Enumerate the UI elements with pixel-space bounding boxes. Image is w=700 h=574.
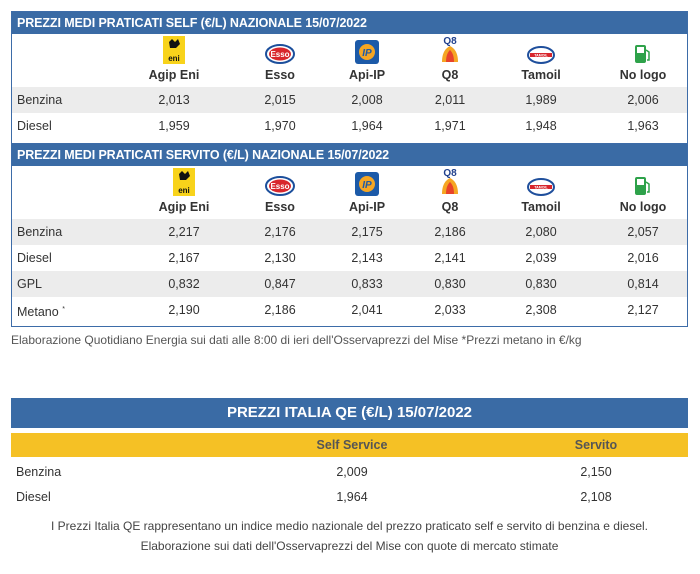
q8-logo-icon: Q8 bbox=[405, 34, 495, 64]
column-self-service: Self Service bbox=[316, 438, 388, 452]
brand-api-ip: IP Api-IP bbox=[322, 166, 412, 214]
brand-no-logo: No logo bbox=[598, 34, 688, 82]
svg-text:IP: IP bbox=[362, 180, 372, 191]
qe-table-title: PREZZI ITALIA QE (€/L) 15/07/2022 bbox=[11, 398, 688, 428]
svg-text:Esso: Esso bbox=[270, 50, 289, 59]
self-prices-table: PREZZI MEDI PRATICATI SELF (€/L) NAZIONA… bbox=[11, 11, 688, 144]
ip-logo-icon: IP bbox=[322, 34, 412, 64]
brand-q8: Q8 Q8 bbox=[405, 166, 495, 214]
eni-logo-icon: eni bbox=[139, 166, 229, 196]
q8-logo-icon: Q8 bbox=[405, 166, 495, 196]
eni-logo-icon: eni bbox=[129, 34, 219, 64]
column-servito: Servito bbox=[574, 438, 618, 452]
source-note: Elaborazione Quotidiano Energia sui dati… bbox=[11, 333, 582, 347]
qe-footnote: I Prezzi Italia QE rappresentano un indi… bbox=[50, 519, 648, 553]
self-row-benzina: Benzina 2,013 2,015 2,008 2,011 1,989 2,… bbox=[12, 87, 687, 113]
brand-q8: Q8 Q8 bbox=[405, 34, 495, 82]
servito-table-title: PREZZI MEDI PRATICATI SERVITO (€/L) NAZI… bbox=[12, 144, 687, 166]
svg-text:TAMOIL: TAMOIL bbox=[534, 54, 548, 58]
metano-footnote-mark: * bbox=[62, 306, 65, 313]
tamoil-logo-icon: TAMOIL bbox=[496, 166, 586, 196]
fuel-pump-icon bbox=[598, 166, 688, 196]
brand-agip-eni: eni Agip Eni bbox=[139, 166, 229, 214]
svg-text:Esso: Esso bbox=[270, 182, 289, 191]
ip-logo-icon: IP bbox=[322, 166, 412, 196]
svg-text:eni: eni bbox=[178, 186, 190, 195]
svg-text:Q8: Q8 bbox=[443, 168, 457, 179]
self-brands-header: eni Agip Eni Esso Esso IP Api-IP Q8 bbox=[12, 34, 687, 87]
brand-tamoil: TAMOIL Tamoil bbox=[496, 166, 586, 214]
brand-no-logo: No logo bbox=[598, 166, 688, 214]
brand-esso: Esso Esso bbox=[235, 166, 325, 214]
fuel-pump-icon bbox=[598, 34, 688, 64]
servito-row-gpl: GPL 0,832 0,847 0,833 0,830 0,830 0,814 bbox=[12, 271, 687, 297]
svg-text:IP: IP bbox=[362, 48, 372, 59]
brand-agip-eni: eni Agip Eni bbox=[129, 34, 219, 82]
servito-row-diesel: Diesel 2,167 2,130 2,143 2,141 2,039 2,0… bbox=[17, 251, 659, 265]
esso-logo-icon: Esso bbox=[235, 166, 325, 196]
tamoil-logo-icon: TAMOIL bbox=[496, 34, 586, 64]
servito-row-metano: Metano * 2,190 2,186 2,041 2,033 2,308 2… bbox=[17, 303, 659, 320]
servito-prices-table: PREZZI MEDI PRATICATI SERVITO (€/L) NAZI… bbox=[11, 143, 688, 327]
brand-esso: Esso Esso bbox=[235, 34, 325, 82]
brand-api-ip: IP Api-IP bbox=[322, 34, 412, 82]
svg-text:TAMOIL: TAMOIL bbox=[534, 186, 548, 190]
self-table-title: PREZZI MEDI PRATICATI SELF (€/L) NAZIONA… bbox=[12, 12, 687, 34]
self-row-diesel: Diesel 1,959 1,970 1,964 1,971 1,948 1,9… bbox=[17, 119, 659, 133]
qe-row-diesel: Diesel 1,964 2,108 bbox=[16, 490, 612, 504]
svg-text:eni: eni bbox=[168, 54, 180, 63]
qe-row-benzina: Benzina 2,009 2,150 bbox=[16, 465, 612, 479]
servito-brands-header: eni Agip Eni Esso Esso IP Api-IP Q8 bbox=[12, 166, 687, 219]
brand-tamoil: TAMOIL Tamoil bbox=[496, 34, 586, 82]
qe-column-headers: Self Service Servito bbox=[11, 433, 688, 457]
servito-row-benzina: Benzina 2,217 2,176 2,175 2,186 2,080 2,… bbox=[12, 219, 687, 245]
esso-logo-icon: Esso bbox=[235, 34, 325, 64]
svg-text:Q8: Q8 bbox=[443, 36, 457, 47]
